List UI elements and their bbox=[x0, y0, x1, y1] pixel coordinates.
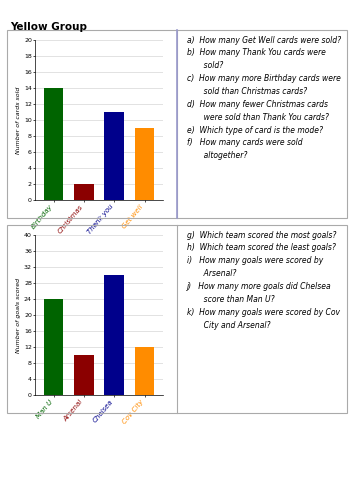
Bar bbox=[44, 299, 63, 395]
Bar bbox=[44, 88, 63, 200]
Bar bbox=[135, 128, 154, 200]
Text: a)  How many Get Well cards were sold?
b)  How many Thank You cards were
       : a) How many Get Well cards were sold? b)… bbox=[187, 36, 341, 160]
Bar bbox=[135, 347, 154, 395]
Bar bbox=[74, 184, 94, 200]
Bar bbox=[74, 355, 94, 395]
Text: Yellow Group: Yellow Group bbox=[11, 22, 88, 32]
X-axis label: Type of card: Type of card bbox=[78, 255, 121, 261]
Bar bbox=[104, 275, 124, 395]
Y-axis label: Number of cards sold: Number of cards sold bbox=[16, 86, 21, 154]
Bar bbox=[104, 112, 124, 200]
Y-axis label: Number of goals scored: Number of goals scored bbox=[16, 278, 21, 352]
Text: g)  Which team scored the most goals?
h)  Which team scored the least goals?
i) : g) Which team scored the most goals? h) … bbox=[187, 230, 340, 330]
